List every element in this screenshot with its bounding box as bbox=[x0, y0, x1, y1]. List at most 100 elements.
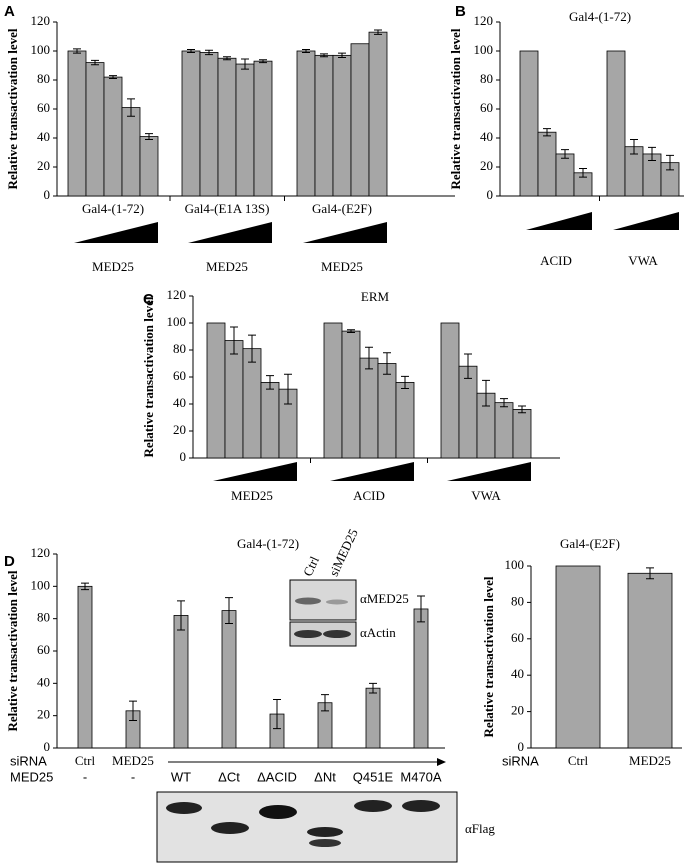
group-label: Gal4-(E2F) bbox=[312, 201, 372, 216]
bar bbox=[314, 54, 334, 197]
error-bar bbox=[383, 352, 391, 375]
error-bar bbox=[561, 149, 569, 159]
y-tick-label: 0 bbox=[180, 449, 187, 464]
y-tick-label: 60 bbox=[37, 642, 50, 657]
inset-blot bbox=[289, 579, 357, 647]
y-tick-label: 100 bbox=[31, 577, 51, 592]
treatment-label: ACID bbox=[353, 488, 385, 503]
row-label: MED25 bbox=[10, 769, 53, 784]
bar bbox=[103, 76, 123, 197]
y-tick-label: 60 bbox=[37, 100, 50, 115]
error-bar bbox=[500, 398, 508, 408]
antibody-label: αActin bbox=[360, 625, 396, 640]
error-bar bbox=[579, 167, 587, 178]
error-bar bbox=[187, 49, 195, 53]
error-bar bbox=[482, 379, 490, 407]
y-tick-label: 20 bbox=[37, 707, 50, 722]
error-bar bbox=[630, 138, 638, 155]
error-bar bbox=[127, 98, 135, 117]
chart-title: Gal4-(1-72) bbox=[237, 536, 299, 551]
bar bbox=[67, 50, 87, 197]
y-tick-label: 0 bbox=[44, 187, 51, 202]
chart-title: Gal4-(1-72) bbox=[569, 9, 631, 24]
panel-letter: C bbox=[143, 291, 154, 308]
y-tick-label: 120 bbox=[474, 13, 494, 28]
y-tick-label: 100 bbox=[31, 42, 51, 57]
y-tick-label: 100 bbox=[167, 314, 187, 329]
dose-triangle bbox=[330, 462, 414, 481]
error-bar bbox=[81, 582, 89, 591]
y-tick-label: 40 bbox=[37, 129, 50, 144]
treatment-label: MED25 bbox=[231, 488, 273, 503]
y-tick-label: 0 bbox=[44, 739, 51, 754]
x-tick-label: ΔACID bbox=[257, 769, 297, 784]
y-tick-label: 80 bbox=[37, 610, 50, 625]
bar bbox=[85, 62, 105, 197]
treatment-label: VWA bbox=[628, 253, 658, 268]
bar bbox=[332, 54, 352, 197]
y-tick-label: 0 bbox=[487, 187, 494, 202]
bar bbox=[606, 50, 626, 197]
error-bar bbox=[320, 53, 328, 58]
bar bbox=[359, 357, 379, 459]
bar bbox=[77, 585, 93, 749]
y-tick-label: 80 bbox=[173, 341, 186, 356]
dose-triangle bbox=[526, 212, 592, 230]
y-tick-label: 40 bbox=[480, 129, 493, 144]
y-tick-label: 100 bbox=[505, 557, 525, 572]
error-bar bbox=[266, 375, 274, 390]
bar bbox=[377, 363, 397, 459]
bar bbox=[519, 50, 539, 197]
bar bbox=[494, 402, 514, 459]
y-tick-label: 100 bbox=[474, 42, 494, 57]
x-tick-label: Ctrl bbox=[75, 753, 96, 768]
x-tick-label: - bbox=[83, 769, 87, 784]
bar bbox=[323, 322, 343, 459]
y-axis-label: Relative transactivation level bbox=[141, 296, 156, 457]
y-tick-label: 0 bbox=[518, 739, 525, 754]
x-tick-label: - bbox=[131, 769, 135, 784]
lane-label: siMED25 bbox=[326, 526, 361, 578]
y-tick-label: 20 bbox=[511, 703, 524, 718]
dose-triangle bbox=[447, 462, 531, 481]
bar bbox=[235, 63, 255, 197]
bar bbox=[395, 381, 415, 459]
y-tick-label: 40 bbox=[173, 395, 186, 410]
error-bar bbox=[177, 600, 185, 631]
arrow bbox=[168, 758, 446, 766]
y-tick-label: 20 bbox=[37, 158, 50, 173]
error-bar bbox=[129, 700, 137, 722]
dose-triangle bbox=[613, 212, 679, 230]
dose-triangle bbox=[188, 222, 272, 243]
bar bbox=[458, 365, 478, 459]
bar bbox=[206, 322, 226, 459]
flag-blot bbox=[156, 791, 458, 863]
bar bbox=[217, 57, 237, 197]
bar bbox=[440, 322, 460, 459]
error-bar bbox=[91, 59, 99, 66]
bar bbox=[627, 572, 673, 749]
error-bar bbox=[374, 29, 382, 35]
error-bar bbox=[518, 405, 526, 414]
error-bar bbox=[666, 154, 674, 171]
bar bbox=[221, 610, 237, 749]
panel-letter: A bbox=[4, 3, 15, 20]
bar bbox=[139, 136, 159, 197]
error-bar bbox=[338, 52, 346, 59]
x-tick-label: ΔCt bbox=[218, 769, 240, 784]
y-tick-label: 120 bbox=[31, 13, 51, 28]
group-label: Gal4-(E1A 13S) bbox=[185, 201, 270, 216]
y-tick-label: 60 bbox=[480, 100, 493, 115]
error-bar bbox=[543, 128, 551, 137]
error-bar bbox=[225, 597, 233, 625]
y-tick-label: 40 bbox=[37, 674, 50, 689]
treatment-label: MED25 bbox=[321, 259, 363, 274]
bar bbox=[242, 348, 262, 459]
error-bar bbox=[646, 567, 654, 580]
y-tick-label: 80 bbox=[37, 71, 50, 86]
x-tick-label: MED25 bbox=[112, 753, 154, 768]
error-bar bbox=[648, 146, 656, 161]
error-bar bbox=[417, 595, 425, 623]
dose-triangle bbox=[74, 222, 158, 243]
error-bar bbox=[205, 49, 213, 56]
